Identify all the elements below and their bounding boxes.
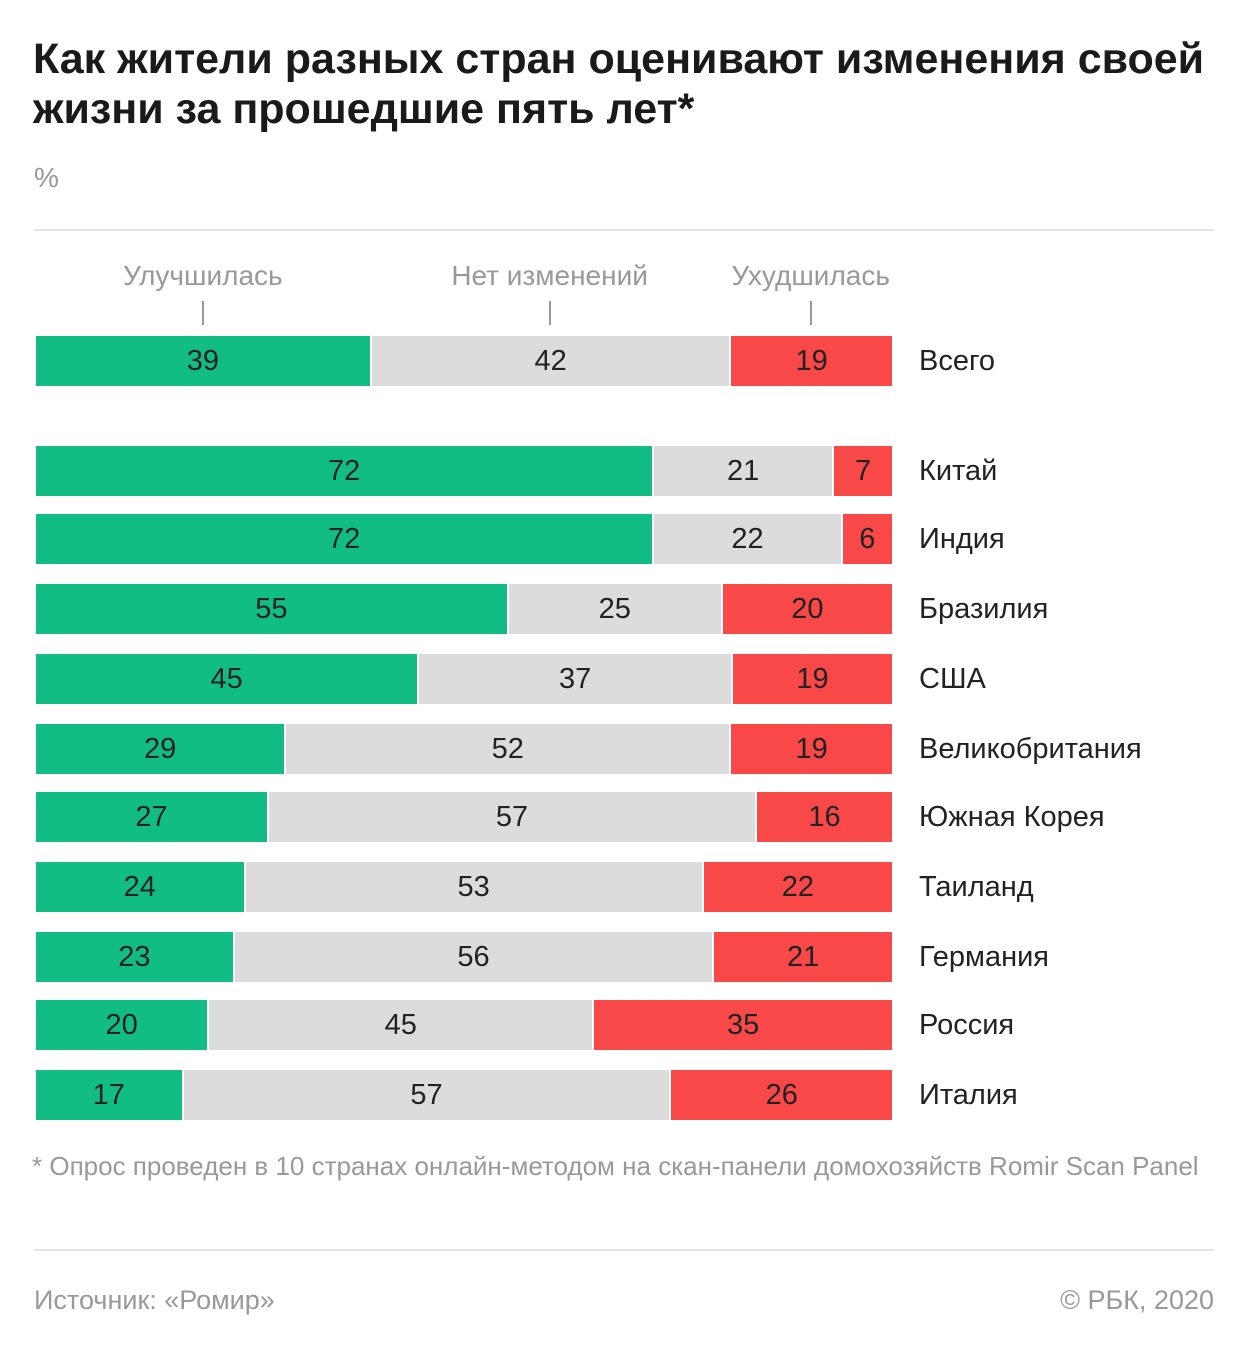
bar-segment-improved: 39	[36, 336, 370, 386]
legend-unchanged: Нет изменений	[451, 260, 648, 291]
category-label: Китай	[919, 455, 998, 487]
category-label: Россия	[919, 1009, 1015, 1041]
bar-segment-worsened: 6	[840, 514, 892, 564]
bar-segment-worsened: 19	[730, 654, 892, 704]
bar-segment-unchanged: 53	[243, 862, 702, 912]
bar-segment-unchanged: 57	[181, 1070, 670, 1120]
bar-segment-worsened: 16	[755, 792, 892, 842]
bar-segment-worsened: 26	[669, 1070, 892, 1120]
bar-segment-unchanged: 21	[652, 446, 833, 496]
bar-segment-unchanged: 52	[284, 724, 730, 774]
category-label: США	[919, 663, 986, 695]
bar-segment-improved: 17	[36, 1070, 182, 1120]
bar-segment-improved: 23	[36, 932, 233, 982]
copyright-label: © РБК, 2020	[1060, 1285, 1214, 1315]
top-divider	[34, 229, 1214, 231]
bar-segment-worsened: 20	[720, 584, 892, 634]
bar-segment-unchanged: 57	[267, 792, 756, 842]
category-label: Индия	[919, 523, 1005, 555]
legend-tick-worsened	[809, 301, 812, 325]
bar-segment-improved: 24	[36, 862, 244, 912]
category-label: Всего	[919, 345, 996, 377]
bar-segment-unchanged: 42	[369, 336, 730, 386]
bar-segment-improved: 45	[36, 654, 418, 704]
bar-segment-worsened: 21	[712, 932, 892, 982]
bar-segment-worsened: 22	[701, 862, 892, 912]
bar-segment-unchanged: 37	[417, 654, 731, 704]
bar-segment-improved: 55	[36, 584, 507, 634]
category-label: Великобритания	[919, 733, 1142, 765]
category-label: Италия	[919, 1079, 1018, 1111]
bar-segment-unchanged: 56	[232, 932, 713, 982]
category-label: Южная Корея	[919, 801, 1105, 833]
bar-segment-unchanged: 45	[207, 1000, 593, 1050]
bottom-divider	[34, 1249, 1214, 1251]
category-label: Бразилия	[919, 593, 1049, 625]
bar-segment-improved: 72	[36, 514, 653, 564]
category-label: Германия	[919, 941, 1050, 973]
bar-segment-improved: 72	[36, 446, 653, 496]
category-label: Таиланд	[919, 871, 1034, 903]
bar-segment-worsened: 19	[729, 724, 892, 774]
bar-segment-unchanged: 22	[652, 514, 841, 564]
bar-segment-worsened: 19	[729, 336, 892, 386]
legend-worsened: Ухудшилась	[731, 260, 890, 291]
unit-label: %	[34, 162, 59, 193]
bar-segment-worsened: 7	[832, 446, 892, 496]
bar-segment-worsened: 35	[592, 1000, 892, 1050]
bar-segment-improved: 20	[36, 1000, 208, 1050]
source-label: Источник: «Ромир»	[34, 1285, 275, 1315]
bar-segment-unchanged: 25	[506, 584, 721, 634]
legend-improved: Улучшилась	[123, 260, 283, 291]
chart-title: Как жители разных стран оценивают измене…	[33, 35, 1205, 133]
bar-segment-improved: 27	[36, 792, 268, 842]
footnote: * Опрос проведен в 10 странах онлайн-мет…	[32, 1151, 1199, 1181]
bar-segment-improved: 29	[36, 724, 285, 774]
legend-tick-unchanged	[548, 301, 551, 325]
legend-tick-improved	[201, 301, 204, 325]
